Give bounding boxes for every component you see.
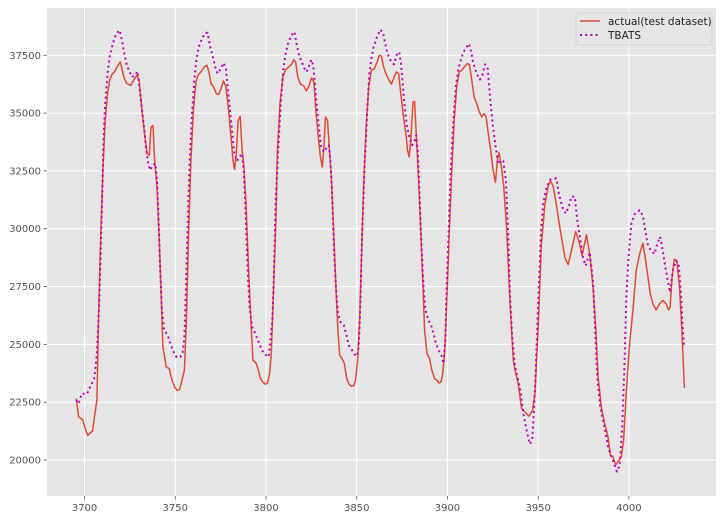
y-axis: 20000 22500 25000 27500 30000 32500 35000 37500 <box>9 51 47 467</box>
plot-background <box>47 8 716 496</box>
y-tick-label: 20000 <box>9 456 41 467</box>
y-tick-label: 37500 <box>9 51 41 62</box>
series-line-tbats <box>75 28 686 473</box>
x-tick-label: 3950 <box>525 503 550 514</box>
x-tick-label: 3800 <box>253 503 278 514</box>
legend-label-tbats: TBATS <box>607 30 641 42</box>
y-tick-label: 27500 <box>9 282 41 293</box>
y-tick-label: 35000 <box>9 109 41 120</box>
series-lines <box>75 28 686 473</box>
y-tick-label: 25000 <box>9 340 41 351</box>
legend-label-actual: actual(test dataset) <box>608 16 712 28</box>
y-tick-label: 22500 <box>9 398 41 409</box>
x-axis: 3700 3750 3800 3850 3900 3950 4000 <box>72 496 642 514</box>
x-tick-label: 3700 <box>72 503 97 514</box>
x-tick-label: 3850 <box>344 503 369 514</box>
x-tick-label: 3750 <box>163 503 188 514</box>
x-tick-label: 3900 <box>435 503 460 514</box>
legend: actual(test dataset) TBATS <box>575 12 713 46</box>
x-tick-label: 4000 <box>616 503 641 514</box>
legend-box <box>575 12 713 46</box>
y-tick-label: 32500 <box>9 166 41 177</box>
y-tick-label: 30000 <box>9 224 41 235</box>
